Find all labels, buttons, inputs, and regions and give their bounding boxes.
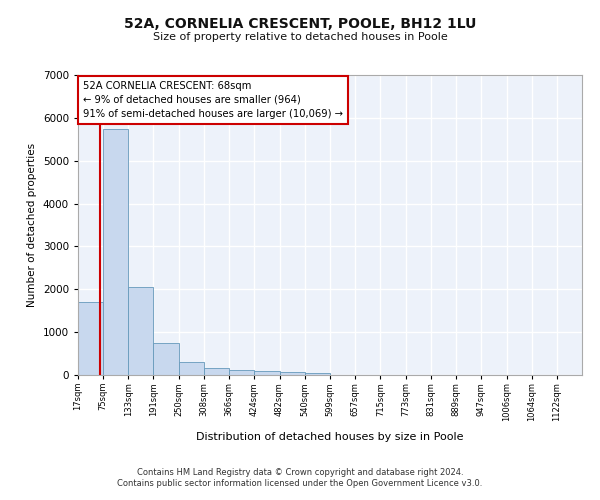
Text: Contains HM Land Registry data © Crown copyright and database right 2024.
Contai: Contains HM Land Registry data © Crown c… bbox=[118, 468, 482, 487]
Bar bbox=[154, 343, 179, 375]
Text: Size of property relative to detached houses in Poole: Size of property relative to detached ho… bbox=[152, 32, 448, 42]
Bar bbox=[229, 370, 254, 375]
Text: 52A CORNELIA CRESCENT: 68sqm
← 9% of detached houses are smaller (964)
91% of se: 52A CORNELIA CRESCENT: 68sqm ← 9% of det… bbox=[83, 81, 343, 119]
Bar bbox=[128, 287, 154, 375]
Bar bbox=[78, 302, 103, 375]
Bar bbox=[204, 368, 229, 375]
Bar bbox=[305, 373, 330, 375]
Bar bbox=[179, 362, 204, 375]
Bar bbox=[103, 128, 128, 375]
Bar bbox=[280, 372, 305, 375]
Text: 52A, CORNELIA CRESCENT, POOLE, BH12 1LU: 52A, CORNELIA CRESCENT, POOLE, BH12 1LU bbox=[124, 18, 476, 32]
Bar bbox=[254, 370, 280, 375]
Text: Distribution of detached houses by size in Poole: Distribution of detached houses by size … bbox=[196, 432, 464, 442]
Y-axis label: Number of detached properties: Number of detached properties bbox=[27, 143, 37, 307]
